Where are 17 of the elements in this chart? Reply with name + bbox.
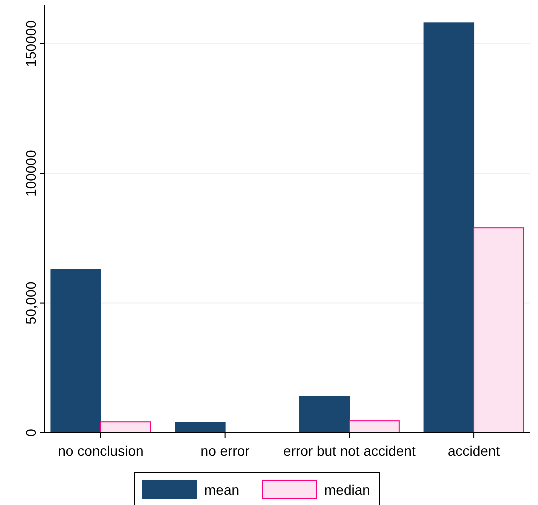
y-tick-label: 0 — [23, 428, 39, 437]
y-tick-label: 50,000 — [23, 282, 39, 325]
y-tick-label: 150000 — [23, 20, 39, 68]
y-tick-label: 100000 — [23, 150, 39, 197]
legend-label: median — [324, 482, 370, 498]
x-tick-label: no conclusion — [58, 443, 144, 459]
x-tick-label: accident — [448, 443, 500, 459]
bar — [474, 228, 524, 434]
bar — [299, 396, 350, 434]
bar — [349, 420, 400, 434]
legend-label: mean — [204, 482, 240, 498]
x-tick-label: no error — [200, 443, 250, 459]
bar — [424, 22, 475, 434]
x-tick-label: error but not accident — [284, 443, 416, 459]
bar — [175, 422, 226, 434]
bar — [100, 422, 152, 434]
bar — [50, 269, 102, 434]
